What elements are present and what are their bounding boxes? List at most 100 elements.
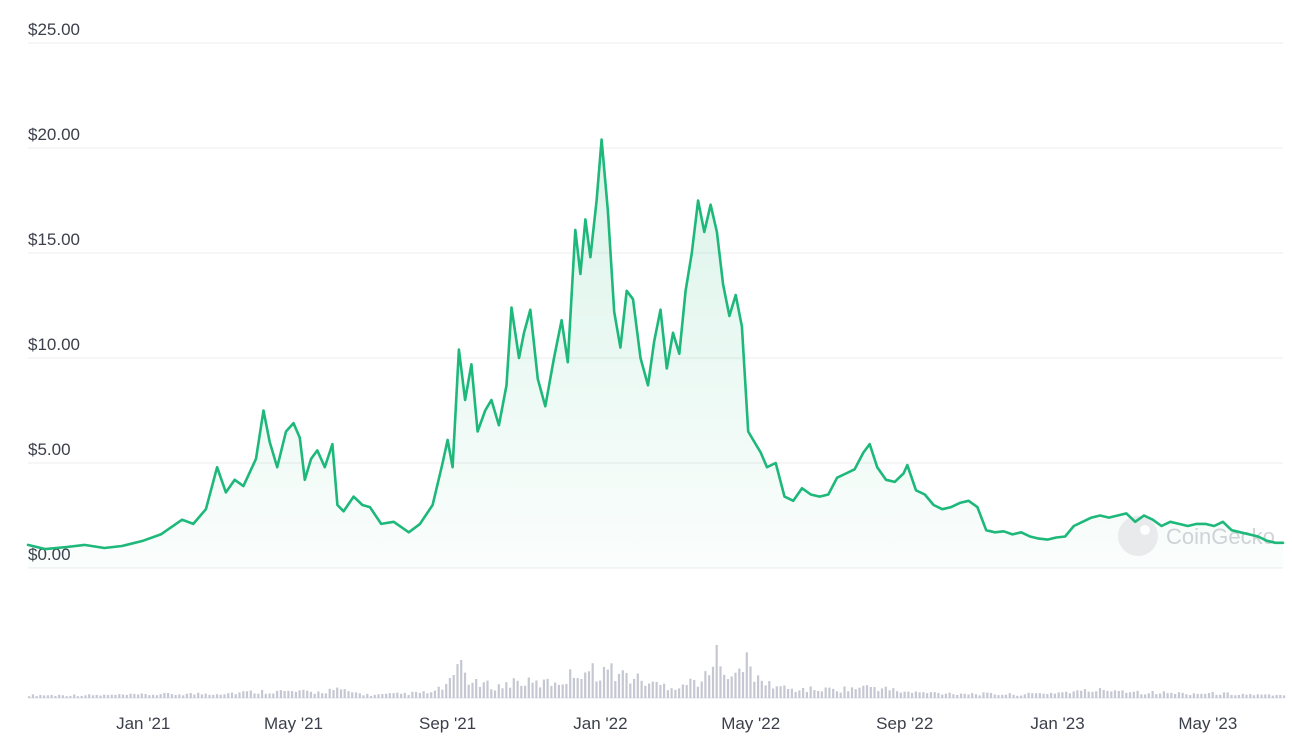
volume-bar — [723, 674, 726, 698]
volume-bar — [738, 668, 741, 698]
volume-bar — [1147, 693, 1150, 698]
volume-bar — [1268, 694, 1271, 698]
volume-bar — [832, 688, 835, 698]
volume-bar — [1155, 694, 1158, 698]
volume-bar — [880, 688, 884, 698]
volume-bar — [249, 690, 252, 698]
volume-bar — [1132, 691, 1135, 698]
volume-bar — [625, 672, 628, 698]
volume-bar — [629, 683, 632, 698]
volume-bar — [610, 663, 613, 698]
volume-bar — [967, 694, 970, 698]
volume-bar — [1196, 693, 1199, 698]
x-tick-label: Jan '22 — [573, 714, 627, 733]
volume-bar — [490, 689, 493, 698]
y-axis: $0.00$5.00$10.00$15.00$20.00$25.00 — [28, 20, 80, 564]
volume-bar — [1252, 695, 1256, 698]
volume-bar — [929, 692, 932, 698]
volume-bar — [95, 694, 98, 698]
volume-bar — [1053, 693, 1056, 698]
volume-bar — [986, 692, 989, 698]
volume-bar — [790, 688, 793, 698]
volume-bar — [715, 645, 718, 698]
volume-bar — [366, 693, 369, 698]
volume-bar — [572, 677, 575, 698]
volume-bar — [865, 685, 869, 698]
volume-bar — [140, 693, 143, 698]
x-tick-label: Jan '21 — [116, 714, 170, 733]
volume-bar — [1125, 692, 1128, 698]
volume-bar — [524, 685, 527, 698]
volume-bar — [1215, 694, 1218, 698]
volume-bar — [1065, 691, 1068, 698]
volume-bar — [1245, 694, 1248, 698]
volume-bar — [907, 691, 910, 698]
volume-bar — [1283, 695, 1286, 698]
volume-bar — [445, 683, 448, 698]
volume-bar — [670, 688, 673, 698]
volume-bar — [1004, 694, 1008, 698]
volume-bar — [1256, 694, 1259, 698]
volume-bar — [31, 694, 34, 698]
volume-bar — [294, 691, 297, 698]
volume-bar — [234, 694, 237, 698]
volume-bar — [1076, 690, 1079, 698]
volume-bar — [584, 672, 587, 698]
volume-bar — [1068, 693, 1071, 698]
volume-bar — [1102, 689, 1105, 698]
price-area — [28, 139, 1283, 568]
volume-bar — [1200, 693, 1203, 698]
volume-bar — [279, 690, 282, 698]
volume-bar — [659, 684, 662, 698]
volume-bar — [137, 694, 140, 698]
x-tick-label: Jan '23 — [1030, 714, 1084, 733]
volume-bar — [1031, 693, 1034, 698]
volume-bar — [542, 679, 545, 698]
volume-bar — [696, 686, 699, 698]
volume-bar — [1012, 694, 1015, 698]
volume-bar — [944, 693, 947, 698]
volume-bar — [106, 695, 110, 698]
volume-bar — [148, 695, 151, 698]
volume-bar — [648, 683, 651, 698]
volume-bar — [200, 694, 203, 698]
volume-bar — [91, 695, 95, 698]
volume-bar — [1098, 688, 1102, 698]
volume-bar — [527, 677, 530, 698]
volume-bar — [509, 687, 512, 698]
volume-bar — [99, 695, 102, 698]
volume-bar — [291, 691, 294, 698]
volume-bar — [441, 689, 444, 698]
volume-bar — [1038, 693, 1041, 698]
volume-bar — [58, 694, 61, 698]
volume-bar — [373, 694, 376, 698]
volume-bar — [501, 688, 504, 698]
volume-bar — [734, 672, 737, 698]
volume-bar — [636, 673, 639, 698]
volume-bar — [321, 693, 324, 698]
volume-bar — [50, 694, 53, 698]
volume-bar — [121, 694, 125, 698]
volume-bar — [700, 681, 703, 698]
y-tick-label: $10.00 — [28, 335, 80, 354]
volume-bar — [681, 684, 684, 698]
volume-bar — [133, 693, 136, 698]
volume-bar — [482, 682, 485, 698]
volume-bar — [1260, 694, 1263, 698]
volume-bar — [426, 693, 429, 698]
volume-bar — [1192, 693, 1195, 698]
volume-bar — [1222, 692, 1226, 698]
volume-bar — [460, 660, 463, 698]
volume-bar — [351, 692, 354, 698]
volume-bar — [918, 692, 921, 698]
volume-bar — [847, 691, 850, 698]
volume-bar — [129, 693, 132, 698]
volume-bar — [28, 696, 31, 698]
volume-bar — [463, 672, 467, 698]
y-tick-label: $5.00 — [28, 440, 71, 459]
volume-bar — [708, 675, 711, 698]
volume-bar — [1050, 692, 1053, 698]
volume-bar — [1117, 691, 1120, 698]
volume-bar — [313, 693, 316, 698]
volume-bar — [813, 690, 816, 698]
